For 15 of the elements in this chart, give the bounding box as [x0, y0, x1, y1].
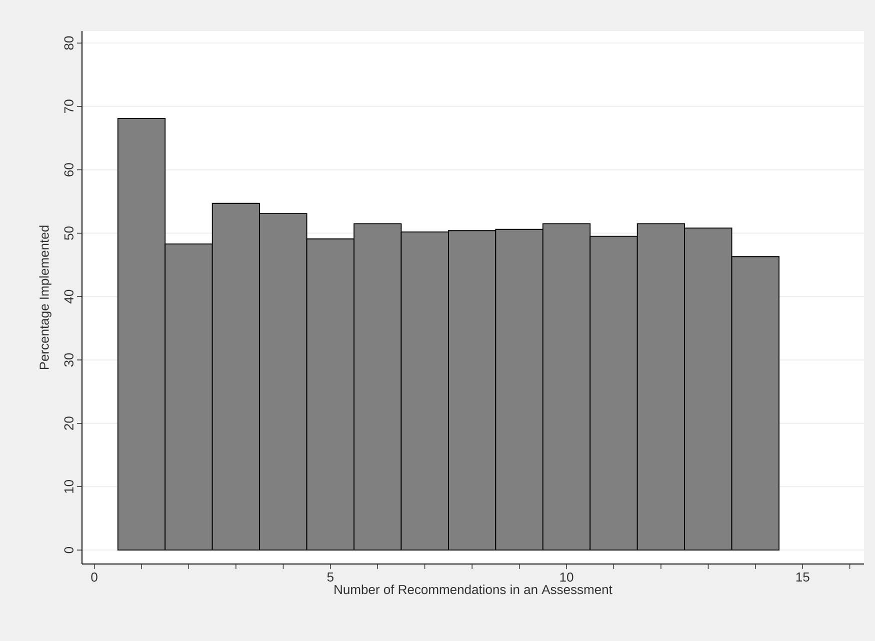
y-tick-label: 80: [64, 36, 74, 50]
y-tick-label: 10: [64, 480, 74, 493]
y-tick-label: 20: [64, 416, 74, 430]
y-tick-label: 30: [64, 353, 74, 367]
x-tick-label: 15: [796, 572, 810, 582]
x-tick-label: 5: [327, 572, 334, 582]
y-tick-label: 40: [64, 290, 74, 304]
x-tick-label: 0: [91, 572, 98, 582]
y-tick-label: 70: [64, 100, 74, 113]
x-tick-label: 10: [560, 572, 574, 582]
x-axis-title: Number of Recommendations in an Assessment: [334, 584, 612, 594]
y-tick-label: 0: [64, 546, 74, 554]
y-tick-label: 50: [64, 226, 74, 240]
y-tick-label: 60: [64, 163, 74, 176]
y-axis-title: Percentage Implemented: [39, 226, 52, 370]
